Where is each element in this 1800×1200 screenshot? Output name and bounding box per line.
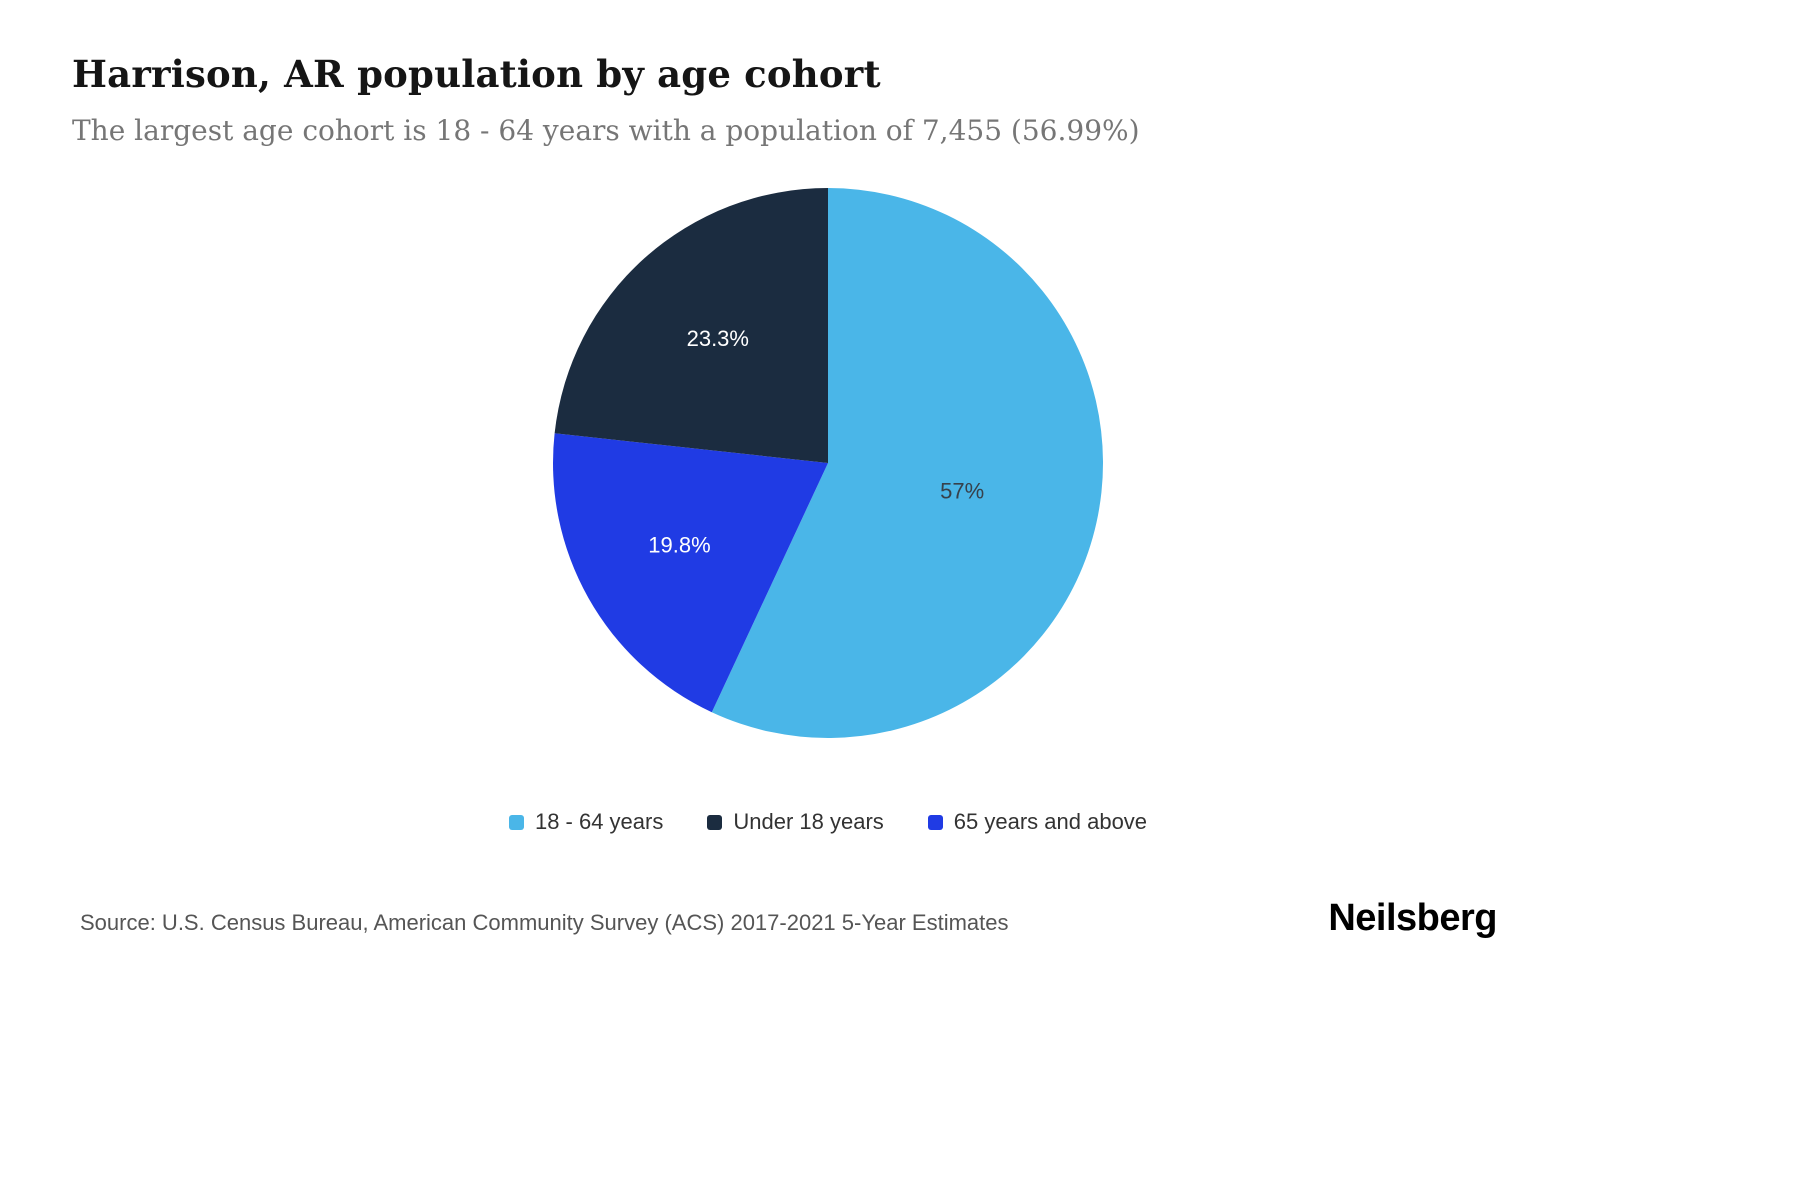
slice-label-2: 23.3% bbox=[687, 326, 749, 351]
neilsberg-logo: Neilsberg bbox=[1328, 897, 1497, 939]
legend-swatch-icon bbox=[707, 814, 723, 830]
legend-label: 65 years and above bbox=[953, 809, 1148, 834]
legend: 18 - 64 years Under 18 years 65 years and … bbox=[0, 809, 1656, 835]
legend-item-1[interactable]: 65 years and above bbox=[927, 809, 1148, 835]
pie-svg: 57% 19.8% 23.3% bbox=[552, 188, 1104, 738]
chart-title: Harrison, AR population by age cohort bbox=[72, 52, 881, 96]
source-text: Source: U.S. Census Bureau, American Com… bbox=[80, 910, 1009, 935]
pie-slice-1[interactable] bbox=[552, 433, 828, 713]
slice-label-0: 57% bbox=[940, 479, 984, 504]
pie-slice-0[interactable] bbox=[711, 188, 1104, 738]
chart-footer: Source: U.S. Census Bureau, American Com… bbox=[0, 897, 1800, 940]
pie-chart: 57% 19.8% 23.3% bbox=[548, 183, 1108, 743]
chart-subtitle: The largest age cohort is 18 - 64 years … bbox=[72, 114, 1140, 147]
legend-item-2[interactable]: Under 18 years bbox=[707, 809, 884, 835]
legend-label: 18 - 64 years bbox=[534, 809, 664, 834]
pie-slice-2[interactable] bbox=[554, 188, 828, 463]
chart-header: Harrison, AR population by age cohort Th… bbox=[0, 0, 1800, 147]
legend-label: Under 18 years bbox=[733, 809, 884, 834]
legend-swatch-icon bbox=[508, 814, 524, 830]
chart-content: 57% 19.8% 23.3% 18 - 64 years Under 18 year… bbox=[0, 183, 1656, 835]
legend-swatch-icon bbox=[927, 814, 943, 830]
legend-item-0[interactable]: 18 - 64 years bbox=[508, 809, 664, 835]
slice-label-1: 19.8% bbox=[648, 533, 710, 558]
